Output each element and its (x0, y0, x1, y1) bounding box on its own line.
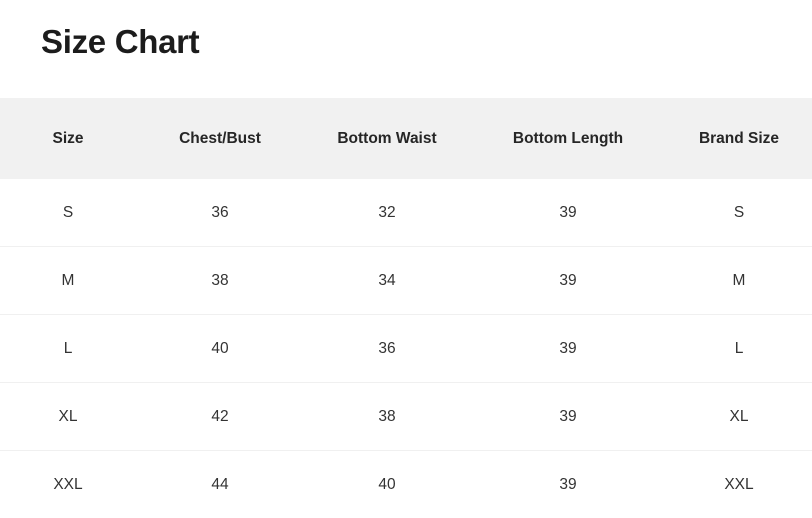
table-row: XXL 44 40 39 XXL (0, 451, 812, 518)
cell-chest-bust: 44 (136, 451, 304, 518)
cell-bottom-length: 39 (470, 179, 666, 247)
table-header: Size Chest/Bust Bottom Waist Bottom Leng… (0, 98, 812, 179)
cell-bottom-length: 39 (470, 383, 666, 451)
column-header-brand-size: Brand Size (666, 98, 812, 179)
cell-bottom-waist: 38 (304, 383, 470, 451)
cell-size: M (0, 247, 136, 315)
cell-bottom-waist: 36 (304, 315, 470, 383)
column-header-bottom-length: Bottom Length (470, 98, 666, 179)
cell-bottom-length: 39 (470, 451, 666, 518)
cell-size: XXL (0, 451, 136, 518)
cell-bottom-waist: 32 (304, 179, 470, 247)
cell-size: S (0, 179, 136, 247)
cell-chest-bust: 42 (136, 383, 304, 451)
cell-chest-bust: 40 (136, 315, 304, 383)
cell-chest-bust: 38 (136, 247, 304, 315)
cell-brand-size: L (666, 315, 812, 383)
size-chart-table: Size Chest/Bust Bottom Waist Bottom Leng… (0, 98, 812, 518)
cell-bottom-waist: 40 (304, 451, 470, 518)
column-header-chest-bust: Chest/Bust (136, 98, 304, 179)
table-body: S 36 32 39 S M 38 34 39 M L 40 36 39 L (0, 179, 812, 518)
cell-brand-size: XL (666, 383, 812, 451)
column-header-size: Size (0, 98, 136, 179)
cell-bottom-length: 39 (470, 315, 666, 383)
cell-bottom-waist: 34 (304, 247, 470, 315)
table-row: XL 42 38 39 XL (0, 383, 812, 451)
cell-size: XL (0, 383, 136, 451)
cell-brand-size: M (666, 247, 812, 315)
table-row: M 38 34 39 M (0, 247, 812, 315)
cell-chest-bust: 36 (136, 179, 304, 247)
table-row: L 40 36 39 L (0, 315, 812, 383)
column-header-bottom-waist: Bottom Waist (304, 98, 470, 179)
cell-bottom-length: 39 (470, 247, 666, 315)
cell-size: L (0, 315, 136, 383)
cell-brand-size: XXL (666, 451, 812, 518)
page-title: Size Chart (41, 22, 199, 62)
table-header-row: Size Chest/Bust Bottom Waist Bottom Leng… (0, 98, 812, 179)
table-row: S 36 32 39 S (0, 179, 812, 247)
cell-brand-size: S (666, 179, 812, 247)
